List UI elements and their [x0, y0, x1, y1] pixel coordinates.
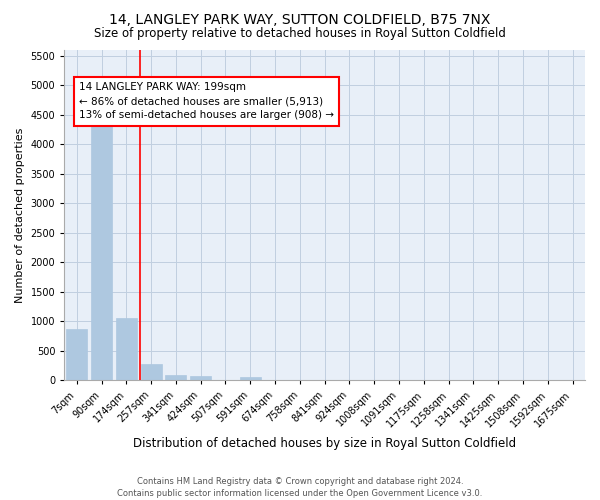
Y-axis label: Number of detached properties: Number of detached properties [15, 128, 25, 303]
X-axis label: Distribution of detached houses by size in Royal Sutton Coldfield: Distribution of detached houses by size … [133, 437, 516, 450]
Bar [140, 364, 161, 380]
Text: Size of property relative to detached houses in Royal Sutton Coldfield: Size of property relative to detached ho… [94, 28, 506, 40]
Bar [91, 112, 112, 380]
Bar [190, 376, 211, 380]
Bar [66, 329, 87, 380]
Text: 14 LANGLEY PARK WAY: 199sqm
← 86% of detached houses are smaller (5,913)
13% of : 14 LANGLEY PARK WAY: 199sqm ← 86% of det… [79, 82, 334, 120]
Bar [166, 375, 187, 380]
Text: 14, LANGLEY PARK WAY, SUTTON COLDFIELD, B75 7NX: 14, LANGLEY PARK WAY, SUTTON COLDFIELD, … [109, 12, 491, 26]
Text: Contains HM Land Registry data © Crown copyright and database right 2024.
Contai: Contains HM Land Registry data © Crown c… [118, 476, 482, 498]
Bar [240, 378, 261, 380]
Bar [116, 318, 137, 380]
